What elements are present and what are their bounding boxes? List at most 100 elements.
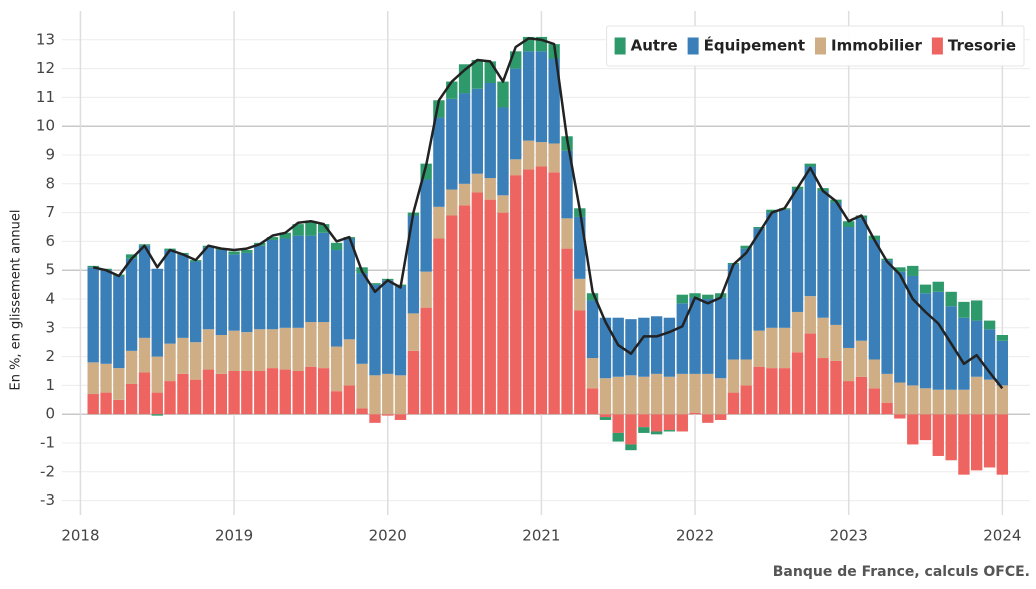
x-tick-label: 2022 <box>676 527 714 545</box>
bar-segment <box>650 316 663 374</box>
bar-segment <box>151 414 163 416</box>
legend: Autre Équipement Immobilier Tresorie <box>606 25 1025 67</box>
bar-segment <box>151 356 163 393</box>
bar-segment <box>382 280 394 374</box>
bar-segment <box>932 291 944 390</box>
bar-segment <box>125 350 138 384</box>
bar-segment <box>228 371 240 415</box>
bar-segment <box>625 375 637 415</box>
bar-segment <box>125 254 138 259</box>
x-tick-label: 2020 <box>369 527 407 545</box>
bar-segment <box>766 368 778 415</box>
bar-segment <box>394 286 407 376</box>
bar-segment <box>599 417 612 420</box>
bar-segment <box>420 179 432 272</box>
bar-segment <box>996 385 1009 415</box>
bar-segment <box>958 414 970 475</box>
bar-segment <box>778 368 791 415</box>
bar-segment <box>971 414 983 471</box>
bar-segment <box>804 296 816 334</box>
bar-segment <box>446 215 458 415</box>
bar-segment <box>983 414 996 468</box>
y-tick-label: 5 <box>45 261 55 279</box>
bar-segment <box>740 248 752 360</box>
bar-segment <box>638 376 650 415</box>
bar-segment <box>279 232 291 239</box>
bar-segment <box>151 268 163 357</box>
bar-segment <box>971 320 983 377</box>
bar-segment <box>625 414 637 445</box>
bar-segment <box>561 150 573 219</box>
bar-segment <box>407 350 420 415</box>
bar-segment <box>638 427 650 433</box>
bar-segment <box>433 117 445 207</box>
bar-segment <box>574 278 586 311</box>
legend-swatch <box>815 37 826 55</box>
bar-segment <box>855 376 868 415</box>
bar-segment <box>317 368 330 415</box>
bar-segment <box>625 444 637 451</box>
legend-label: Immobilier <box>831 37 922 55</box>
bar-segment <box>574 216 586 279</box>
bar-segment <box>907 385 919 415</box>
bar-segment <box>945 291 957 307</box>
bar-segment <box>715 378 727 415</box>
bar-segment <box>100 270 112 364</box>
legend-label: Équipement <box>704 36 805 55</box>
bar-segment <box>471 59 483 89</box>
bar-segment <box>868 239 881 360</box>
bar-segment <box>433 238 445 415</box>
bar-segment <box>945 389 957 415</box>
bar-segment <box>907 414 919 445</box>
bar-segment <box>356 363 368 409</box>
bar-segment <box>907 265 919 276</box>
y-tick-label: 11 <box>36 88 55 106</box>
y-tick-label: 13 <box>36 30 55 48</box>
x-tick-label: 2019 <box>215 527 253 545</box>
y-tick-label: 6 <box>45 232 55 250</box>
bar-segment <box>548 172 560 415</box>
bar-segment <box>510 68 522 160</box>
bar-segment <box>330 250 343 347</box>
bar-segment <box>804 333 816 415</box>
bar-segment <box>87 267 99 363</box>
bar-segment <box>343 339 356 386</box>
bar-segment <box>113 399 125 415</box>
bar-segment <box>266 239 279 330</box>
bar-segment <box>138 372 151 415</box>
bar-segment <box>753 228 765 331</box>
y-axis-label: En %, en glissement annuel <box>9 209 24 390</box>
bar-segment <box>740 245 752 249</box>
bar-segment <box>100 363 112 393</box>
bar-segment <box>305 322 317 367</box>
y-tick-label: -3 <box>40 491 55 509</box>
bar-segment <box>766 212 778 328</box>
bar-segment <box>689 373 701 413</box>
bar-segment <box>817 317 829 359</box>
bar-segment <box>279 369 291 415</box>
legend-swatch <box>931 37 943 55</box>
bar-segment <box>510 51 522 69</box>
bar-segment <box>932 389 944 415</box>
bar-segment <box>766 327 778 369</box>
bar-segment <box>612 376 624 415</box>
bar-segment <box>702 294 714 299</box>
bar-segment <box>471 88 483 174</box>
bar-segment <box>535 142 548 167</box>
bar-segment <box>561 218 573 249</box>
bar-segment <box>727 264 740 360</box>
bar-segment <box>458 205 471 415</box>
bar-segment <box>164 250 176 344</box>
x-tick-label: 2021 <box>522 527 560 545</box>
bar-segment <box>202 247 215 330</box>
y-tick-label: 9 <box>45 146 55 164</box>
bar-segment <box>305 366 317 415</box>
bar-segment <box>535 166 548 415</box>
bar-segment <box>727 392 740 415</box>
x-tick-label: 2018 <box>61 527 99 545</box>
bar-segment <box>599 414 612 418</box>
bar-segment <box>599 378 612 415</box>
bar-segment <box>715 297 727 379</box>
bar-segment <box>317 322 330 369</box>
bar-segment <box>919 414 932 441</box>
